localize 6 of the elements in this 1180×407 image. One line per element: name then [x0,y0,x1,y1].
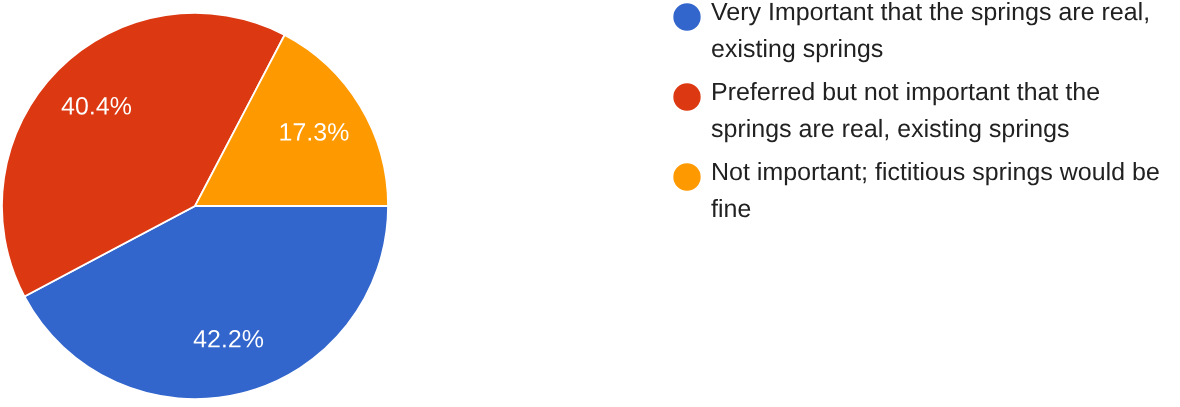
legend-label: Not important; fictitious springs would be fine [711,162,1159,218]
legend-label: Preferred but not important that the springs are real, existing springs [711,82,1099,143]
data-label: 42.2% [193,329,264,348]
data-label: 17.3% [280,123,349,141]
data-label: 40.4% [61,96,132,115]
legend-label: Very Important that the springs are real, existing springs [711,2,1148,63]
